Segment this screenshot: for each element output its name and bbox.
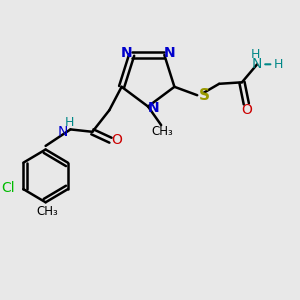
Text: CH₃: CH₃ — [36, 205, 58, 218]
Text: O: O — [241, 103, 252, 117]
Text: H: H — [65, 116, 75, 129]
Text: CH₃: CH₃ — [152, 125, 173, 138]
Text: N: N — [121, 46, 132, 59]
Text: S: S — [199, 88, 210, 103]
Text: Cl: Cl — [2, 181, 15, 195]
Text: O: O — [111, 133, 122, 147]
Text: N: N — [58, 125, 68, 139]
Text: N: N — [148, 101, 159, 115]
Text: N: N — [252, 57, 262, 71]
Text: H: H — [274, 58, 283, 71]
Text: N: N — [164, 46, 176, 59]
Text: H: H — [251, 48, 260, 61]
